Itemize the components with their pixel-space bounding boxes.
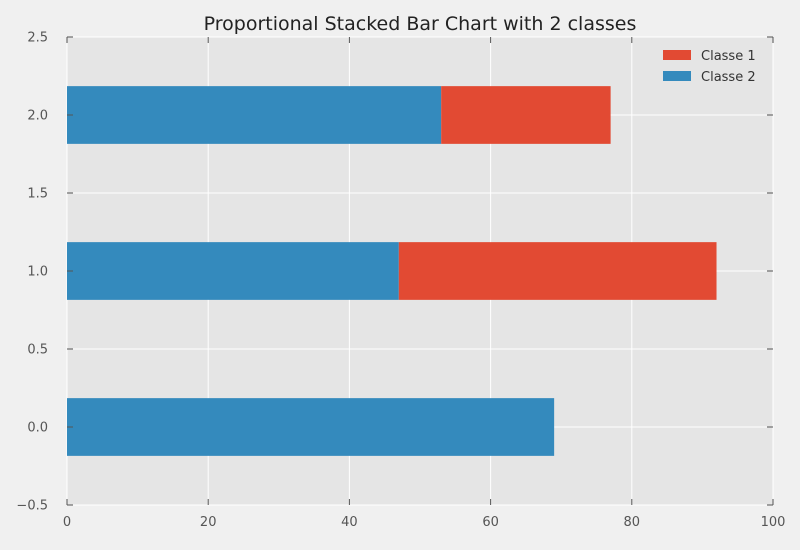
bar-classe-2-1 xyxy=(67,242,399,300)
bar-classe-2-2 xyxy=(67,86,442,144)
bars xyxy=(67,86,717,456)
x-tick-label-2: 40 xyxy=(341,515,358,530)
x-tick-label-5: 100 xyxy=(761,515,786,530)
y-tick-label-4: 1.5 xyxy=(27,187,48,202)
bar-classe-1-1 xyxy=(398,242,717,300)
bar-classe-1-2 xyxy=(441,86,611,144)
y-tick-label-6: 2.5 xyxy=(27,31,48,46)
legend-swatch-0 xyxy=(663,50,691,60)
y-tick-label-0: −0.5 xyxy=(16,499,48,514)
y-tick-label-2: 0.5 xyxy=(27,343,48,358)
legend: Classe 1 Classe 2 xyxy=(663,49,756,85)
y-tick-label-1: 0.0 xyxy=(27,421,48,436)
bar-classe-2-0 xyxy=(67,398,555,456)
x-tick-label-4: 80 xyxy=(624,515,641,530)
legend-label-1: Classe 2 xyxy=(701,70,756,85)
y-tick-label-3: 1.0 xyxy=(27,265,48,280)
axes: 0 20 40 60 80 100 −0.5 0.0 0.5 1.0 1.5 2.0 2.5 xyxy=(16,31,785,531)
chart-title: Proportional Stacked Bar Chart with 2 cl… xyxy=(204,13,637,35)
x-tick-label-1: 20 xyxy=(200,515,217,530)
x-tick-label-3: 60 xyxy=(482,515,499,530)
legend-swatch-1 xyxy=(663,71,691,81)
y-tick-label-5: 2.0 xyxy=(27,109,48,124)
legend-label-0: Classe 1 xyxy=(701,49,756,64)
x-tick-label-0: 0 xyxy=(63,515,71,530)
